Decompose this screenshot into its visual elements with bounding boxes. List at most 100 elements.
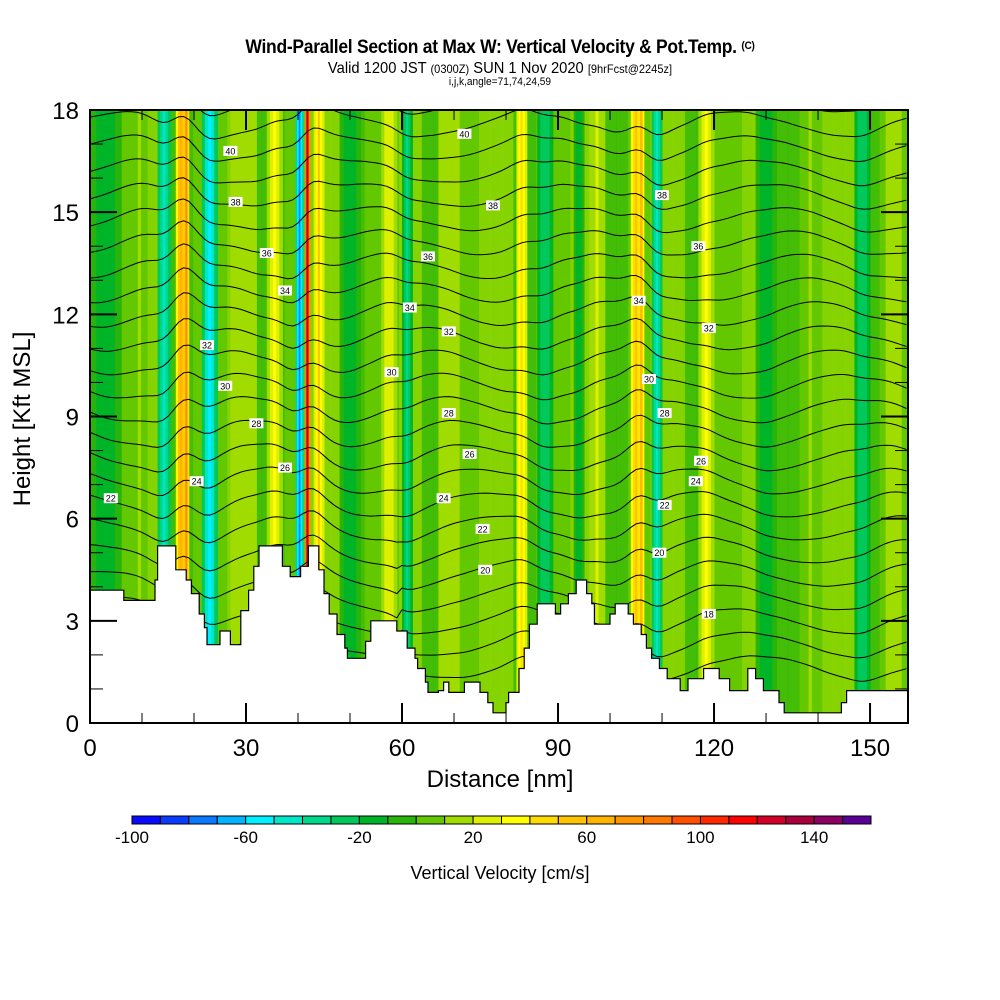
field-strip xyxy=(559,110,572,723)
velocity-band xyxy=(814,110,819,723)
terrain-mask xyxy=(90,545,908,723)
field-strip xyxy=(867,110,880,723)
field-strip xyxy=(490,110,503,723)
velocity-band xyxy=(520,110,524,723)
contour-label-box xyxy=(436,493,451,504)
velocity-band xyxy=(639,110,642,723)
colorbar-swatch xyxy=(671,815,701,825)
velocity-band xyxy=(710,110,715,723)
isentrope-34 xyxy=(90,267,907,304)
contour-label-box xyxy=(441,408,456,419)
velocity-band xyxy=(339,110,345,723)
velocity-band xyxy=(598,110,603,723)
velocity-band xyxy=(187,110,190,723)
colorbar-tick-label: 60 xyxy=(577,828,596,847)
velocity-field xyxy=(90,110,908,723)
contour-label-text: 38 xyxy=(488,201,498,211)
contour-label-box xyxy=(278,462,292,473)
field-strip xyxy=(684,110,697,723)
contour-label-box xyxy=(642,374,656,384)
velocity-band xyxy=(214,110,218,723)
contour-label: 30 xyxy=(642,374,656,385)
contour-label-text: 18 xyxy=(704,610,714,620)
contour-label-text: 36 xyxy=(262,249,272,259)
velocity-band xyxy=(251,110,257,723)
subtitle-valid: Valid 1200 JST xyxy=(327,60,427,77)
contour-label-text: 38 xyxy=(657,191,667,201)
contour-label-box xyxy=(655,190,669,201)
velocity-band xyxy=(854,110,859,723)
colorbar-swatch xyxy=(842,815,872,825)
contour-label: 36 xyxy=(421,251,435,262)
colorbar-swatch xyxy=(302,815,332,825)
velocity-band xyxy=(307,110,310,723)
velocity-band xyxy=(183,110,186,723)
velocity-band xyxy=(184,110,187,723)
colorbar-swatch xyxy=(216,815,247,825)
contour-label-box xyxy=(103,493,118,504)
colorbar-swatch xyxy=(529,815,559,825)
contour-label-box xyxy=(691,241,706,252)
field-strip xyxy=(410,110,423,723)
colorbar-swatch xyxy=(728,815,758,825)
colorbar-tick-label: 140 xyxy=(800,828,828,847)
contour-label-text: 28 xyxy=(251,419,261,429)
colorbar-tick-label: -20 xyxy=(347,828,372,847)
field-strip xyxy=(421,110,434,723)
contour-label-box xyxy=(228,196,243,207)
isentrope-28 xyxy=(90,414,907,448)
colorbar-swatch xyxy=(188,815,218,825)
velocity-band xyxy=(516,110,520,723)
field-strip xyxy=(604,110,617,723)
y-tick-label: 15 xyxy=(52,200,79,227)
x-axis-label: Distance [nm] xyxy=(426,766,574,793)
contour-label-box xyxy=(218,380,233,391)
field-strip xyxy=(330,110,343,723)
velocity-band xyxy=(592,110,596,723)
colorbar-swatch xyxy=(358,815,389,825)
contour-label: 24 xyxy=(189,476,204,487)
velocity-band xyxy=(589,110,593,723)
contour-label: 34 xyxy=(631,295,646,306)
contour-label-text: 22 xyxy=(478,524,488,534)
isentrope-33 xyxy=(90,292,907,328)
field-strip xyxy=(307,110,320,723)
velocity-band xyxy=(802,110,807,723)
terrain xyxy=(90,545,908,723)
velocity-band xyxy=(208,110,212,723)
velocity-band xyxy=(140,110,145,723)
contour-label-text: 20 xyxy=(480,565,490,575)
contour-label-text: 22 xyxy=(106,494,116,504)
velocity-band xyxy=(185,110,188,723)
isentrope-41 xyxy=(90,110,907,140)
contour-label-text: 20 xyxy=(654,548,664,558)
field-strip xyxy=(822,110,835,723)
contour-label: 20 xyxy=(478,564,493,575)
contour-label: 22 xyxy=(475,523,490,534)
velocity-band xyxy=(269,110,274,723)
x-tick-label: 30 xyxy=(233,735,260,762)
contour-label-box xyxy=(441,326,456,337)
field-strip xyxy=(833,110,846,723)
contour-label-box xyxy=(259,248,274,258)
velocity-band xyxy=(772,110,777,723)
contour-label: 28 xyxy=(441,408,456,419)
y-tick-label: 6 xyxy=(66,507,79,534)
colorbar-tick-label: 20 xyxy=(464,828,483,847)
velocity-band xyxy=(638,110,641,723)
contour-label: 30 xyxy=(218,380,233,391)
chart-subtitle: Valid 1200 JST (0300Z) SUN 1 Nov 2020 [9… xyxy=(40,60,960,78)
velocity-band xyxy=(306,110,309,723)
velocity-band xyxy=(201,110,206,723)
contour-label-box xyxy=(694,455,708,466)
chart-title: Wind-Parallel Section at Max W: Vertical… xyxy=(40,37,960,59)
velocity-band xyxy=(387,110,392,723)
contour-label-text: 28 xyxy=(444,409,454,419)
velocity-band xyxy=(390,110,395,723)
velocity-band xyxy=(630,110,634,723)
velocity-band xyxy=(573,110,577,723)
contour-label-text: 36 xyxy=(423,252,433,262)
colorbar-tick-label: 100 xyxy=(686,828,714,847)
contour-label-text: 30 xyxy=(387,368,397,378)
y-axis-label: Height [Kft MSL] xyxy=(9,331,36,507)
